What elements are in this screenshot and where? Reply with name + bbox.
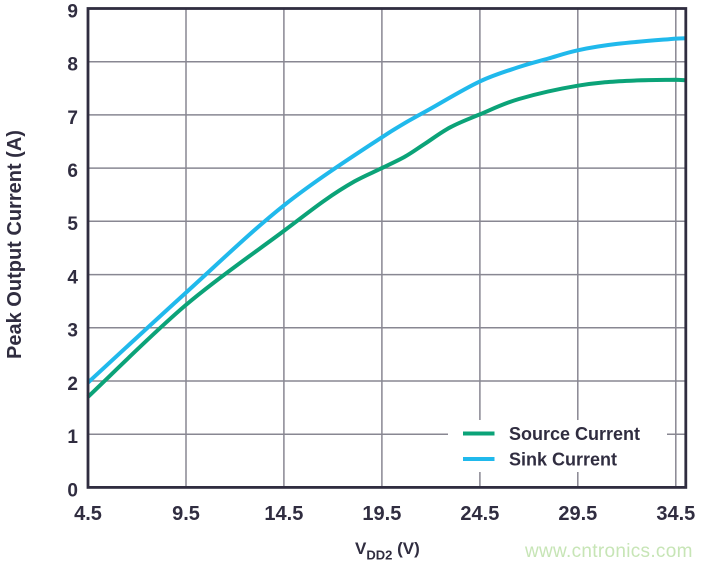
svg-text:24.5: 24.5 <box>460 503 499 525</box>
svg-text:3: 3 <box>67 321 78 342</box>
svg-text:2: 2 <box>67 374 78 395</box>
svg-text:19.5: 19.5 <box>362 503 401 525</box>
svg-text:5: 5 <box>67 214 78 235</box>
svg-text:Source Current: Source Current <box>509 424 640 444</box>
svg-text:14.5: 14.5 <box>264 503 303 525</box>
svg-text:VDD2 (V): VDD2 (V) <box>355 539 420 563</box>
svg-text:6: 6 <box>67 161 78 182</box>
svg-text:8: 8 <box>67 55 78 76</box>
svg-text:Sink Current: Sink Current <box>509 450 617 470</box>
svg-text:29.5: 29.5 <box>558 503 597 525</box>
svg-text:4: 4 <box>67 268 78 289</box>
svg-text:9: 9 <box>67 1 78 22</box>
svg-text:34.5: 34.5 <box>656 503 695 525</box>
svg-text:9.5: 9.5 <box>172 503 200 525</box>
svg-text:Peak Output Current (A): Peak Output Current (A) <box>4 130 26 359</box>
svg-text:1: 1 <box>67 427 78 448</box>
svg-text:7: 7 <box>67 108 78 129</box>
svg-text:0: 0 <box>67 480 78 501</box>
svg-text:www.cntronics.com: www.cntronics.com <box>524 541 693 562</box>
svg-text:4.5: 4.5 <box>74 503 102 525</box>
